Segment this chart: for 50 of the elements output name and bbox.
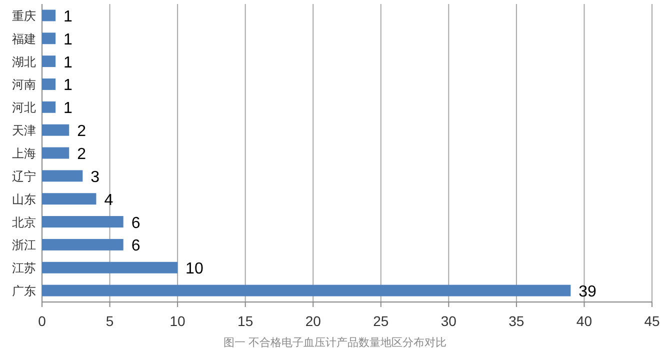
y-tick-label: 福建 [12,32,36,46]
y-tick-label: 湖北 [12,54,36,69]
bar [42,216,124,228]
y-tick-label: 山东 [12,192,36,206]
x-tick-label: 5 [106,313,114,329]
y-tick-label: 上海 [12,146,36,160]
y-tick-label: 河南 [12,78,36,92]
x-tick-label: 10 [170,313,186,329]
x-tick-label: 0 [38,313,46,329]
x-tick-label: 30 [440,313,457,329]
bar [42,238,124,250]
x-tick-label: 25 [373,313,389,329]
y-tick-label: 天津 [12,124,36,138]
y-tick-label: 江苏 [12,261,36,276]
x-tick-label: 15 [238,313,254,329]
data-label: 3 [90,168,100,186]
data-label: 6 [131,238,140,255]
bar [42,101,56,113]
data-label: 2 [77,146,86,163]
data-label: 4 [104,192,114,209]
data-label: 1 [64,31,73,48]
data-label: 2 [77,123,86,140]
y-tick-label: 辽宁 [12,169,36,184]
bar [42,32,56,44]
y-tick-label: 重庆 [12,8,36,23]
x-tick-label: 20 [305,313,322,329]
bar [42,262,178,274]
data-label: 6 [131,214,140,232]
bar [42,56,56,68]
bar [42,78,56,90]
y-tick-label: 河北 [12,100,36,115]
data-label: 1 [64,77,73,94]
x-tick-label: 40 [576,313,592,329]
data-label: 1 [64,100,73,118]
x-tick-label: 35 [508,313,524,329]
y-tick-label: 北京 [12,215,36,230]
bar [42,147,70,159]
y-tick-label: 浙江 [12,238,36,252]
data-label: 1 [64,54,73,72]
bar [42,10,56,22]
y-tick-label: 广东 [12,284,36,298]
text: 图一 不合格电子血压计产品数量地区分布对比 [223,336,447,349]
x-tick-label: 45 [644,313,660,329]
data-label: 1 [64,8,73,26]
bar [42,284,571,296]
data-label: 39 [578,284,597,301]
bar [42,170,83,182]
bar [42,193,96,205]
bar [42,124,70,136]
data-label: 10 [186,260,204,278]
